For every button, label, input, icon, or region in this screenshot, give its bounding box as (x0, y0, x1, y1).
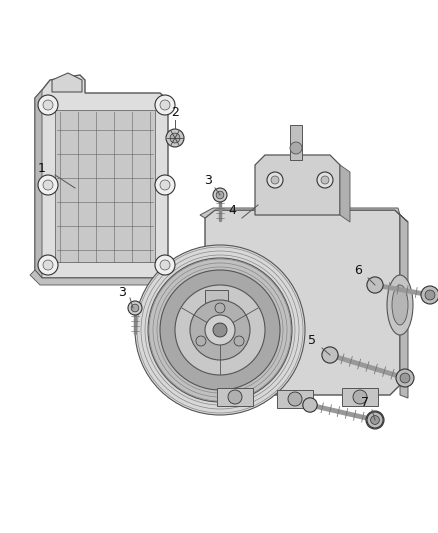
Circle shape (43, 100, 53, 110)
Polygon shape (205, 210, 400, 395)
Text: 6: 6 (354, 263, 362, 277)
Circle shape (160, 100, 170, 110)
Polygon shape (35, 90, 42, 278)
Circle shape (38, 175, 58, 195)
Text: 4: 4 (228, 204, 236, 216)
Circle shape (353, 390, 367, 404)
Circle shape (366, 411, 384, 429)
Ellipse shape (387, 275, 413, 335)
Circle shape (135, 245, 305, 415)
Circle shape (128, 301, 142, 315)
Circle shape (155, 255, 175, 275)
Circle shape (213, 323, 227, 337)
Circle shape (205, 315, 235, 345)
Polygon shape (340, 165, 350, 222)
Polygon shape (217, 388, 253, 406)
Circle shape (421, 286, 438, 304)
Circle shape (234, 336, 244, 346)
Circle shape (425, 290, 435, 300)
Circle shape (160, 260, 170, 270)
Circle shape (396, 369, 414, 387)
Circle shape (216, 191, 224, 199)
Circle shape (160, 180, 170, 190)
Polygon shape (35, 75, 168, 278)
Polygon shape (205, 290, 228, 310)
Text: 2: 2 (171, 106, 179, 118)
Text: 3: 3 (204, 174, 212, 187)
Circle shape (321, 176, 329, 184)
Ellipse shape (392, 285, 408, 325)
Circle shape (148, 258, 292, 402)
Circle shape (290, 142, 302, 154)
Circle shape (322, 347, 338, 363)
Circle shape (43, 260, 53, 270)
Text: 7: 7 (361, 397, 369, 409)
Circle shape (38, 95, 58, 115)
Circle shape (371, 416, 379, 424)
Polygon shape (52, 73, 82, 92)
Circle shape (155, 175, 175, 195)
Circle shape (267, 172, 283, 188)
Circle shape (367, 277, 383, 293)
Circle shape (43, 180, 53, 190)
Circle shape (160, 270, 280, 390)
Circle shape (166, 129, 184, 147)
Polygon shape (30, 270, 155, 285)
Polygon shape (200, 208, 408, 222)
Bar (290, 125, 302, 160)
Polygon shape (55, 110, 155, 262)
Circle shape (190, 300, 250, 360)
Circle shape (131, 304, 139, 312)
Circle shape (170, 133, 180, 143)
Circle shape (288, 392, 302, 406)
Circle shape (196, 336, 206, 346)
Polygon shape (255, 155, 340, 215)
Circle shape (228, 390, 242, 404)
Circle shape (213, 188, 227, 202)
Circle shape (400, 373, 410, 383)
Text: 5: 5 (308, 334, 316, 346)
Text: 3: 3 (118, 286, 126, 298)
Circle shape (303, 398, 317, 412)
Circle shape (317, 172, 333, 188)
Polygon shape (277, 390, 313, 408)
Circle shape (155, 95, 175, 115)
Circle shape (367, 412, 383, 428)
Polygon shape (395, 210, 408, 398)
Text: 1: 1 (38, 161, 46, 174)
Polygon shape (342, 388, 378, 406)
Circle shape (215, 303, 225, 313)
Circle shape (271, 176, 279, 184)
Circle shape (38, 255, 58, 275)
Circle shape (175, 285, 265, 375)
